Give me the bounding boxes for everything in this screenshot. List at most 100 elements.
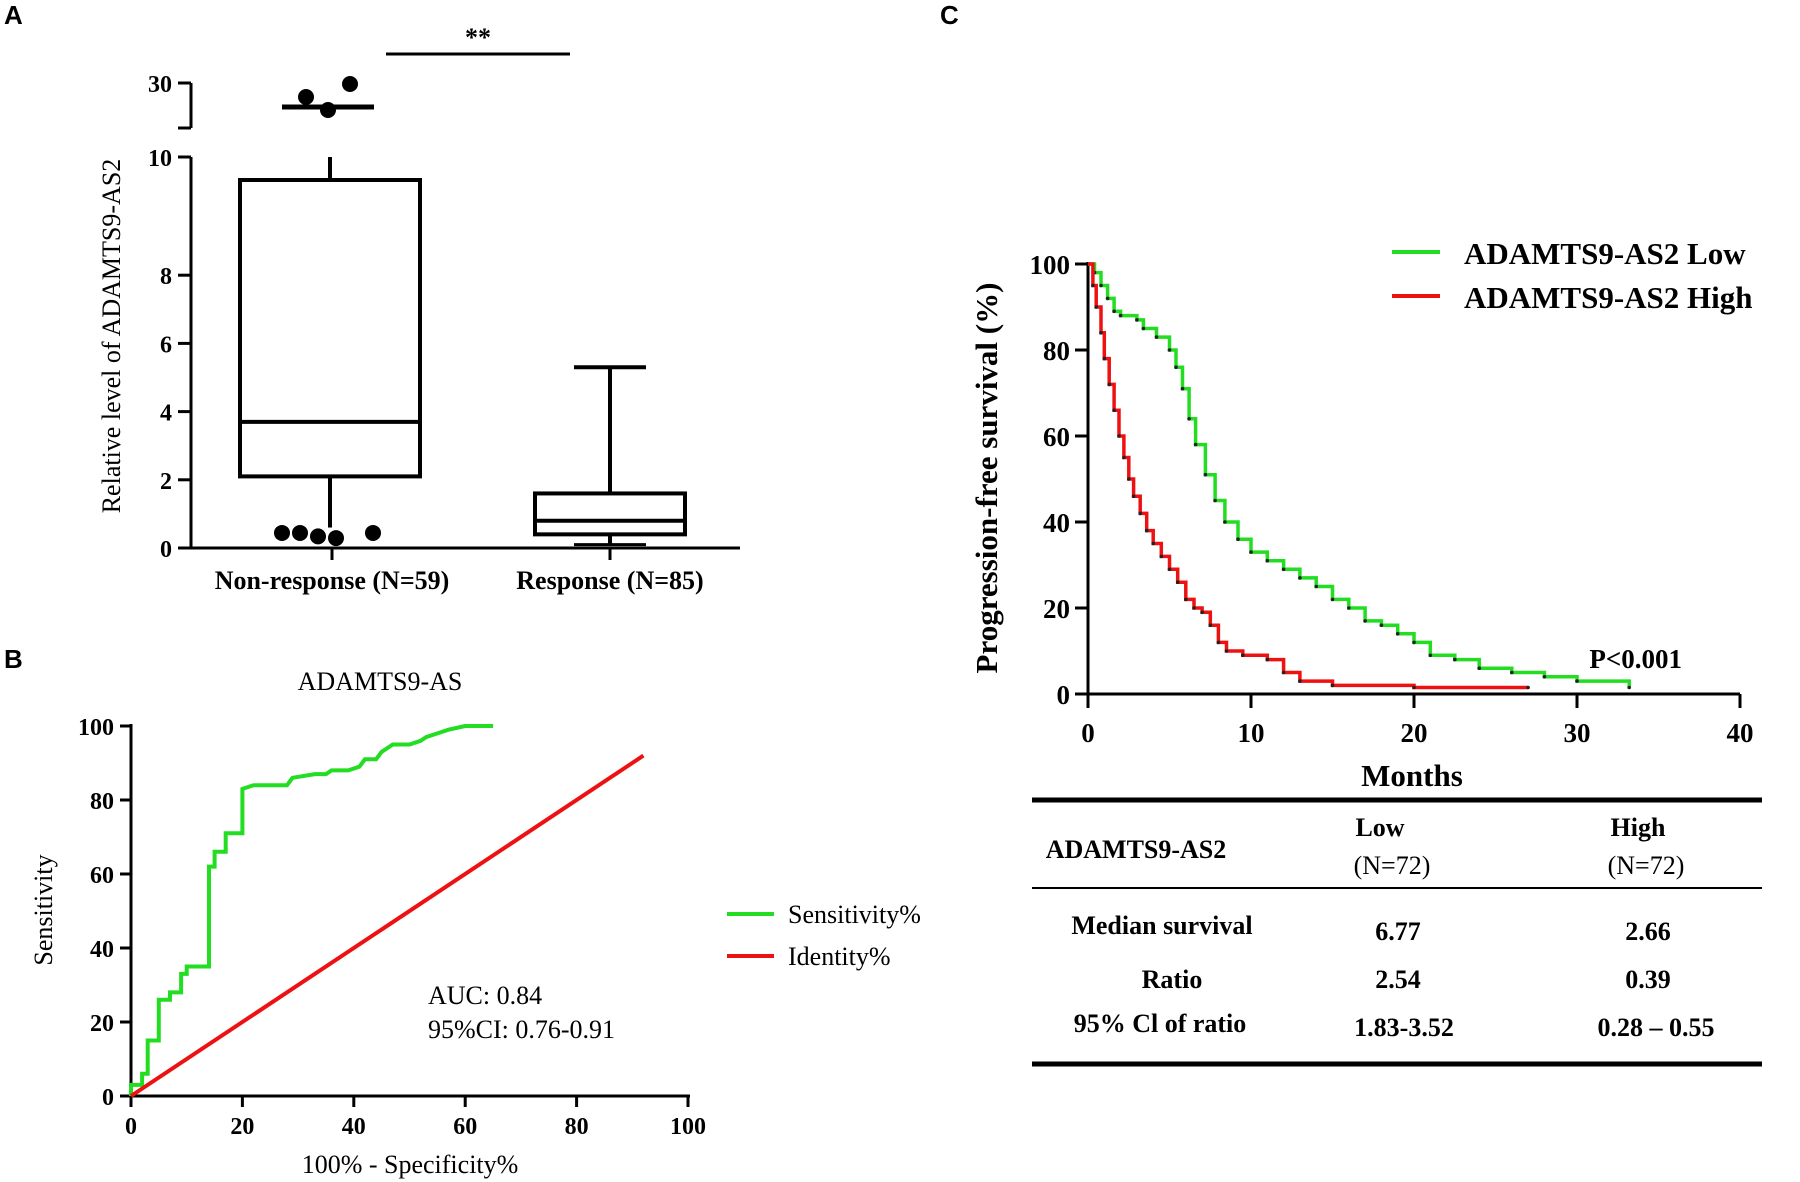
censor-mark xyxy=(1330,683,1335,688)
censor-mark xyxy=(1208,623,1213,627)
censor-mark xyxy=(1175,580,1180,584)
box xyxy=(533,491,687,537)
y-tick-label: 20 xyxy=(90,1011,114,1037)
series xyxy=(129,724,645,1098)
panel-b-roc: ADAMTS9-AS 0 20 40 60 80 100 0 20 40 60 80 100 Sens… xyxy=(29,667,921,1179)
table-cell-high: 0.28 – 0.55 xyxy=(1598,1013,1715,1042)
censor-mark xyxy=(1135,318,1139,322)
panel-label-a: A xyxy=(4,0,23,30)
censor-mark xyxy=(1281,567,1286,572)
censor-mark xyxy=(1167,348,1172,352)
y-axis-label: Relative level of ADAMTS9-AS2 xyxy=(97,159,126,514)
x-tick-label: 30 xyxy=(1564,718,1591,748)
table-cell-low: 1.83-3.52 xyxy=(1354,1013,1454,1042)
y-axis-label: Progression-free survival (%) xyxy=(969,283,1004,674)
censor-mark xyxy=(1281,670,1286,675)
censor-mark xyxy=(1298,576,1302,580)
axis-ticks: 0 10 20 30 40 0 20 40 60 80 100 xyxy=(1030,250,1754,748)
y-tick-label: 40 xyxy=(90,937,114,963)
censor-mark xyxy=(1117,434,1121,438)
censor-mark xyxy=(1151,541,1155,546)
outlier-point xyxy=(328,530,344,547)
censor-mark xyxy=(1379,623,1384,627)
panel-label-c: C xyxy=(940,0,959,30)
censor-mark xyxy=(1241,653,1245,658)
x-axis-label: 100% - Specificity% xyxy=(302,1150,519,1179)
censor-mark xyxy=(1575,679,1579,683)
censor-mark xyxy=(1627,685,1631,690)
y-tick-label: 0 xyxy=(160,537,172,563)
censor-mark xyxy=(1159,554,1164,559)
y-tick-label: 0 xyxy=(102,1085,114,1111)
censor-mark xyxy=(1224,649,1229,653)
censor-mark xyxy=(1330,597,1335,602)
axis-ticks: 0 20 40 60 80 100 0 20 40 60 80 100 xyxy=(78,715,706,1140)
table-cell-high: 2.66 xyxy=(1625,917,1671,946)
survival-curve-low xyxy=(1088,262,1631,688)
box xyxy=(238,178,422,479)
table-header-high: High xyxy=(1611,813,1666,842)
x-tick-label: 40 xyxy=(1727,718,1754,748)
y-tick-label: 80 xyxy=(90,789,114,815)
censor-mark xyxy=(1192,606,1196,610)
censor-mark xyxy=(1542,675,1547,679)
y-axis-label: Sensitivity xyxy=(29,854,58,965)
boxes xyxy=(238,76,687,547)
censor-mark xyxy=(1167,567,1172,572)
censor-mark xyxy=(1144,528,1149,533)
median-survival-table: ADAMTS9-AS2 Low (N=72) High (N=72) Media… xyxy=(1032,797,1762,1067)
censor-mark xyxy=(1298,679,1302,683)
table-header-low-n: (N=72) xyxy=(1354,851,1431,880)
y-tick-label: 60 xyxy=(90,863,114,889)
chart-title: ADAMTS9-AS xyxy=(298,667,463,696)
censor-mark xyxy=(1265,657,1270,662)
censor-mark xyxy=(1187,417,1191,421)
censor-mark xyxy=(1314,584,1318,589)
y-tick-label: 8 xyxy=(160,264,172,290)
x-tick-label: 40 xyxy=(342,1114,366,1140)
identity-line xyxy=(129,753,645,1098)
y-ticks: 0 2 4 6 8 10 xyxy=(148,146,191,563)
censor-mark xyxy=(1107,382,1111,387)
x-tick-label: 100 xyxy=(670,1114,706,1140)
y-tick-label: 20 xyxy=(1043,594,1070,624)
censor-mark xyxy=(1184,597,1188,602)
ci-annotation: 95%CI: 0.76-0.91 xyxy=(428,1015,615,1044)
y-tick-label: 60 xyxy=(1043,422,1070,452)
y-tick-label: 4 xyxy=(160,401,172,427)
x-tick-label: 80 xyxy=(565,1114,589,1140)
censor-mark xyxy=(1510,670,1514,675)
y-tick-label-30: 30 xyxy=(148,72,172,98)
outlier-point xyxy=(310,528,326,545)
auc-annotation: AUC: 0.84 xyxy=(428,981,542,1010)
y-tick-label: 10 xyxy=(148,146,172,172)
censor-mark xyxy=(1154,335,1159,339)
table-cell-high: 0.39 xyxy=(1625,965,1671,994)
x-tick-label: 60 xyxy=(453,1114,477,1140)
censor-mark xyxy=(1127,477,1131,481)
x-tick-label: 10 xyxy=(1238,718,1265,748)
p-value-annotation: P<0.001 xyxy=(1589,644,1682,674)
censor-mark xyxy=(1477,666,1481,670)
censor-mark xyxy=(1412,685,1416,690)
outlier-point xyxy=(292,524,308,541)
y-tick-label: 2 xyxy=(160,469,172,495)
censor-mark xyxy=(1236,537,1240,541)
censor-mark xyxy=(1141,326,1146,331)
censor-mark xyxy=(1122,455,1126,460)
censor-mark xyxy=(1138,511,1142,516)
censor-mark xyxy=(1223,520,1227,524)
censor-mark xyxy=(1102,356,1107,361)
y-tick-label: 0 xyxy=(1057,680,1071,710)
censor-mark xyxy=(1180,386,1185,391)
censor-mark xyxy=(1200,610,1204,615)
y-tick-label: 100 xyxy=(1030,250,1071,280)
censor-mark xyxy=(1453,657,1457,662)
y-tick-label: 100 xyxy=(78,715,114,741)
legend-label-identity: Identity% xyxy=(788,942,891,971)
outlier-point xyxy=(320,102,336,118)
censor-mark xyxy=(1526,685,1530,690)
censor-mark xyxy=(1347,606,1351,610)
table-header-low: Low xyxy=(1355,813,1404,842)
censor-mark xyxy=(1249,550,1253,554)
